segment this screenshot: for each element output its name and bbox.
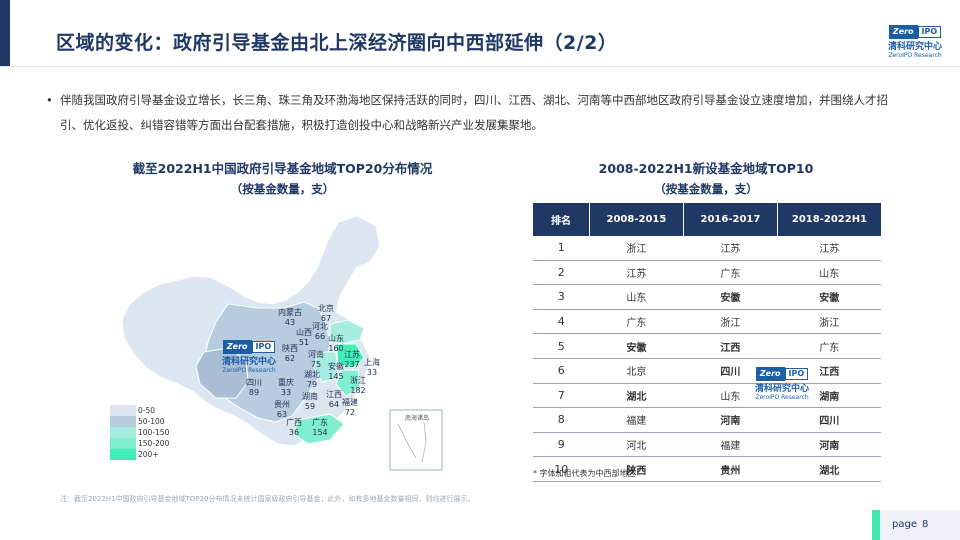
header: 区域的变化：政府引导基金由北上深经济圈向中西部延伸（2/2） xyxy=(10,0,960,66)
prov-guizhou: 贵州 63 xyxy=(274,400,290,419)
prov-zhejiang: 浙江 182 xyxy=(350,376,366,395)
legend-swatch-200-plus xyxy=(110,449,136,460)
prov-shaanxi: 陕西 62 xyxy=(282,344,298,363)
legend-swatch-150-200 xyxy=(110,438,136,449)
table-header-row: 排名 2008-2015 2016-2017 2018-2022H1 xyxy=(533,203,881,236)
map-legend: 0-50 50-100 100-150 150-200 200+ xyxy=(110,405,169,460)
prov-shanxi: 山西 51 xyxy=(296,328,312,347)
prov-hubei: 湖北 79 xyxy=(304,370,320,389)
prov-henan: 河南 75 xyxy=(308,350,324,369)
header-divider xyxy=(0,66,960,67)
legend-item: 150-200 xyxy=(110,438,169,449)
inset-label: 南海诸岛 xyxy=(405,415,430,422)
china-map-graphic xyxy=(121,215,443,471)
south-china-sea-inset xyxy=(389,409,443,471)
legend-item: 50-100 xyxy=(110,416,169,427)
prov-jiangsu: 江苏 237 xyxy=(344,350,360,369)
map-watermark-logo: Zero IPO 清科研究中心 ZeroIPO Research xyxy=(222,340,277,374)
map-anhui-region xyxy=(313,351,339,383)
map-logo-name-cn: 清科研究中心 xyxy=(222,357,277,367)
logo-badge-right: IPO xyxy=(917,26,942,38)
header-rank: 排名 xyxy=(533,203,590,236)
table-row: 3 山东 安徽 安徽 xyxy=(533,284,881,310)
logo-name-cn: 清科研究中心 xyxy=(888,42,943,52)
zeroipo-logo: Zero IPO 清科研究中心 ZeroIPO Research xyxy=(888,25,943,59)
table-row: 6 北京 四川 江西 xyxy=(533,358,881,384)
table-logo-badge-left: Zero xyxy=(755,367,785,381)
prov-jiangxi: 江西 64 xyxy=(326,390,342,409)
prov-sichuan: 四川 89 xyxy=(246,378,262,397)
table-row: 1 浙江 江苏 江苏 xyxy=(533,236,881,261)
logo-badge-left: Zero xyxy=(888,25,918,39)
map-zhejiang-region xyxy=(335,369,361,397)
logo-badge: Zero IPO xyxy=(888,25,942,39)
prov-hebei: 河北 66 xyxy=(312,322,328,341)
summary-bullet: • 伴随我国政府引导基金设立增长，长三角、珠三角及环渤海地区保持活跃的同时，四川… xyxy=(46,88,910,138)
map-title: 截至2022H1中国政府引导基金地域TOP20分布情况 xyxy=(132,161,433,176)
table-row: 2 江苏 广东 山东 xyxy=(533,260,881,286)
legend-item: 100-150 xyxy=(110,427,169,438)
table-logo-name-en: ZeroIPO Research xyxy=(755,394,809,401)
page-indicator: page 8 xyxy=(872,510,960,540)
legend-item: 200+ xyxy=(110,449,169,460)
header-period-2: 2016-2017 xyxy=(682,203,778,236)
ranking-table: 排名 2008-2015 2016-2017 2018-2022H1 1 浙江 江苏… xyxy=(533,203,881,482)
table-title-block: 2008-2022H1新设基金地域TOP10 （按基金数量，支） xyxy=(530,158,882,197)
table-row: 5 安徽 江西 广东 xyxy=(533,333,881,359)
header-period-1: 2008-2015 xyxy=(588,203,684,236)
map-logo-name-en: ZeroIPO Research xyxy=(222,367,276,374)
prov-shanghai: 上海 33 xyxy=(364,358,380,377)
page-number: 8 xyxy=(922,519,929,530)
china-map: 南海诸岛 北京 67 内蒙古 43 河北 66 山西 51 山东 160 陕西 62 河南 7… xyxy=(108,212,448,472)
prov-guangdong: 广东 154 xyxy=(312,418,328,437)
legend-item: 0-50 xyxy=(110,405,169,416)
table-row: 8 福建 河南 四川 xyxy=(533,407,881,433)
table-subtitle: （按基金数量，支） xyxy=(654,182,758,196)
table-logo-badge-right: IPO xyxy=(784,368,809,380)
map-jiangsu-region xyxy=(335,343,365,369)
logo-name-en: ZeroIPO Research xyxy=(888,52,942,59)
table-row: 7 湖北 山东 湖南 xyxy=(533,383,881,409)
prov-anhui: 安徽 145 xyxy=(328,362,344,381)
table-row: 9 河北 福建 河南 xyxy=(533,432,881,458)
map-title-block: 截至2022H1中国政府引导基金地域TOP20分布情况 （按基金数量，支） xyxy=(110,158,455,197)
table-row: 4 广东 浙江 浙江 xyxy=(533,309,881,335)
legend-swatch-100-150 xyxy=(110,427,136,438)
prov-guangxi: 广西 36 xyxy=(286,418,302,437)
prov-neimenggu: 内蒙古 43 xyxy=(278,308,302,327)
table-watermark-logo: Zero IPO 清科研究中心 ZeroIPO Research xyxy=(755,367,810,401)
prov-hunan: 湖南 59 xyxy=(302,392,318,411)
prov-fujian: 福建 72 xyxy=(342,398,358,417)
summary-text: 伴随我国政府引导基金设立增长，长三角、珠三角及环渤海地区保持活跃的同时，四川、江… xyxy=(60,93,888,132)
map-subtitle: （按基金数量，支） xyxy=(230,182,335,196)
map-logo-badge-left: Zero xyxy=(222,340,252,354)
prov-beijing: 北京 67 xyxy=(318,304,334,323)
page-accent-bar xyxy=(872,510,880,540)
legend-swatch-0-50 xyxy=(110,405,136,416)
inset-islands-lines xyxy=(397,421,427,463)
bullet-dot-icon: • xyxy=(46,93,53,107)
title-accent-bar xyxy=(0,0,10,66)
page-title: 区域的变化：政府引导基金由北上深经济圈向中西部延伸（2/2） xyxy=(56,32,618,54)
table-row: 10 陕西 贵州 湖北 xyxy=(533,456,881,482)
prov-chongqing: 重庆 33 xyxy=(278,378,294,397)
table-title: 2008-2022H1新设基金地域TOP10 xyxy=(598,161,814,176)
source-note: 注：截至2022H1中国政府引导基金地域TOP20分布情况未统计国家级政府引导基… xyxy=(60,495,475,503)
prov-shandong: 山东 160 xyxy=(328,334,344,353)
table-logo-name-cn: 清科研究中心 xyxy=(755,384,810,394)
header-period-3: 2018-2022H1 xyxy=(776,203,881,236)
legend-swatch-50-100 xyxy=(110,416,136,427)
map-shandong-region xyxy=(329,319,365,345)
table-footnote: * 字体加粗代表为中西部地区 xyxy=(533,469,636,478)
map-guangdong-region xyxy=(293,413,345,445)
map-logo-badge-right: IPO xyxy=(251,341,276,353)
page-label: page xyxy=(892,519,917,530)
